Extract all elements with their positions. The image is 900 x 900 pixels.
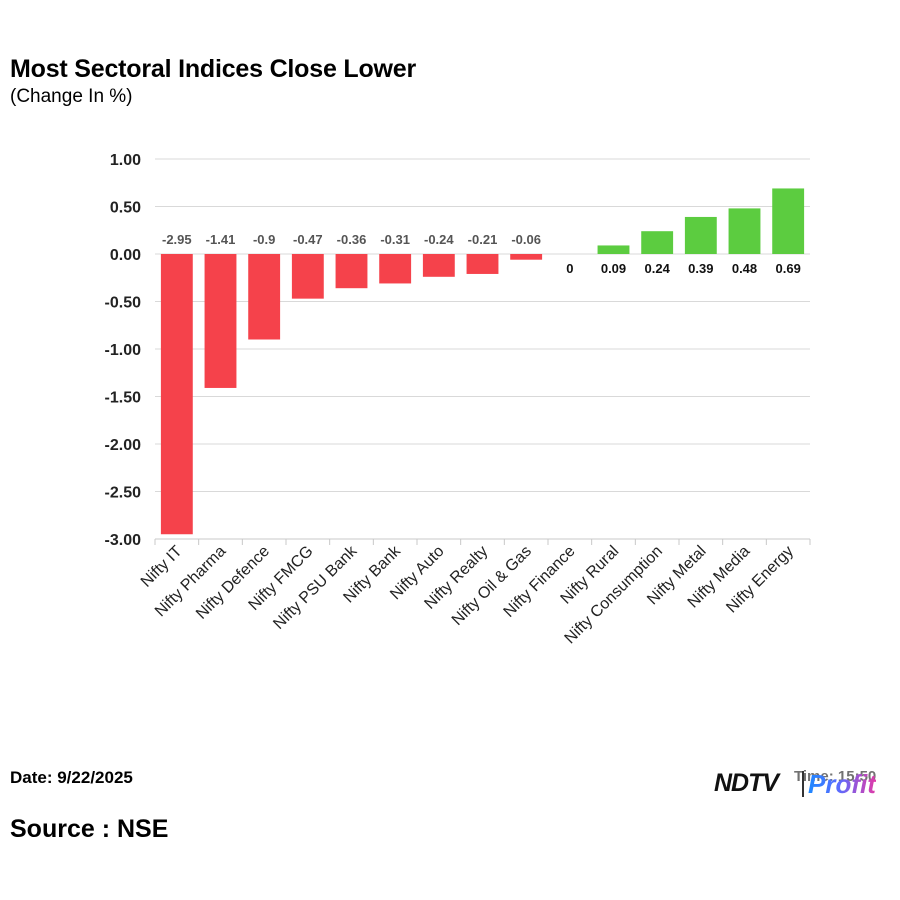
chart-title: Most Sectoral Indices Close Lower — [10, 55, 417, 83]
y-tick-label: -2.50 — [105, 485, 142, 502]
bar — [510, 254, 543, 260]
bars — [160, 188, 805, 535]
y-tick-label: 0.00 — [110, 247, 141, 264]
bar — [772, 188, 805, 254]
y-tick-label: -0.50 — [105, 295, 142, 312]
bar — [422, 254, 455, 277]
data-label: 0.24 — [645, 261, 671, 276]
bar — [379, 254, 412, 284]
logo-brand: NDTV — [714, 769, 779, 797]
data-label: 0.09 — [601, 261, 626, 276]
source-text: Source : NSE — [10, 815, 169, 843]
data-label: -0.9 — [253, 232, 275, 247]
y-tick-label: 1.00 — [110, 152, 141, 169]
data-label: -0.47 — [293, 232, 323, 247]
bar — [641, 231, 674, 254]
bar — [684, 216, 717, 254]
bar — [597, 245, 630, 254]
y-tick-label: -3.00 — [105, 532, 142, 549]
data-label: 0.69 — [776, 261, 801, 276]
bar — [160, 254, 193, 535]
data-label: 0.48 — [732, 261, 757, 276]
data-label: -0.31 — [380, 232, 410, 247]
bar — [248, 254, 281, 340]
chart-subtitle: (Change In %) — [10, 86, 133, 107]
gridlines — [155, 158, 810, 540]
y-tick-label: -2.00 — [105, 437, 142, 454]
bar — [728, 208, 761, 254]
axes: 1.00 0.50 0.00 -0.50 -1.00 -1.50 -2.00 -2.50 -3.… — [105, 152, 811, 549]
data-label: -2.95 — [162, 232, 192, 247]
data-label: 0.39 — [688, 261, 713, 276]
data-label: -0.24 — [424, 232, 454, 247]
bar — [466, 254, 499, 274]
y-tick-label: -1.50 — [105, 390, 142, 407]
y-tick-label: 0.50 — [110, 200, 141, 217]
bar — [291, 254, 324, 299]
data-label: 0 — [566, 261, 573, 276]
time-text: Time: 15:50 — [794, 768, 876, 785]
bar — [335, 254, 368, 289]
logo-divider — [802, 771, 804, 797]
logo-product: Profit — [808, 769, 876, 799]
data-label: -0.06 — [511, 232, 541, 247]
ndtv-profit-logo: NDTV Time: 15:50 Profit — [714, 767, 894, 801]
data-label: -0.21 — [468, 232, 498, 247]
data-label: -1.41 — [206, 232, 236, 247]
bar — [204, 254, 237, 388]
data-label: -0.36 — [337, 232, 367, 247]
x-tick-label: Nifty Oil & Gas — [449, 543, 535, 629]
date-text: Date: 9/22/2025 — [10, 768, 133, 787]
y-tick-label: -1.00 — [105, 342, 142, 359]
